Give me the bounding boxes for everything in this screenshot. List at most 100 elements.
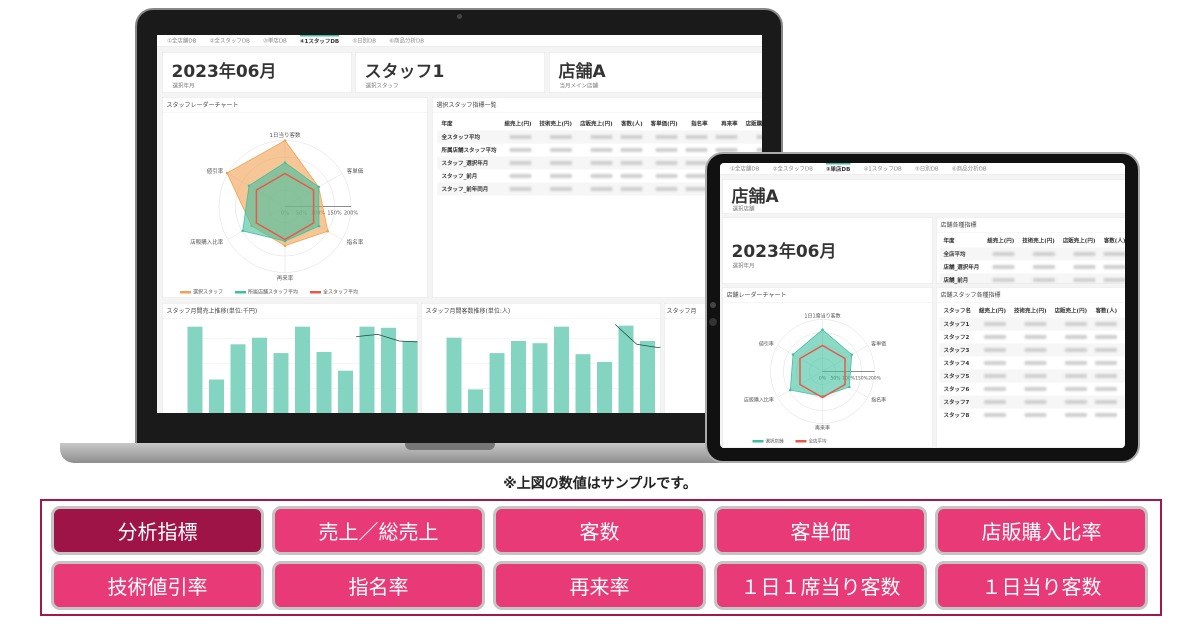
radar-axis-label: 1日1席当り客数: [804, 312, 840, 319]
tab-2[interactable]: ②全スタッフDB: [209, 37, 250, 44]
bar[interactable]: [338, 370, 353, 413]
blurred-value: [590, 134, 613, 139]
metric-button-3[interactable]: 客数: [493, 506, 706, 555]
bar[interactable]: [316, 352, 332, 413]
bar[interactable]: [618, 325, 634, 413]
radar-point: [789, 388, 792, 392]
tab-1[interactable]: ①全店舗DB: [167, 37, 197, 44]
blurred-value: [685, 186, 708, 191]
row-label: スタッフ_前年同月: [437, 182, 501, 196]
tab-4[interactable]: ④1スタッフDB: [863, 165, 902, 172]
legend-entry[interactable]: 選択店舗: [766, 438, 784, 445]
metric-button-7[interactable]: 指名率: [272, 561, 485, 610]
legend-swatch: [752, 440, 764, 443]
radar-point: [821, 328, 824, 331]
blurred-value: [1024, 373, 1047, 378]
legend-entry[interactable]: 全店平均: [809, 438, 827, 445]
legend-entry[interactable]: 全スタッフ平均: [323, 289, 358, 296]
radar-axis-label: 値引率: [759, 340, 774, 347]
tab-5[interactable]: ⑤日別DB: [352, 37, 377, 44]
metric-button-6[interactable]: 技術値引率: [51, 561, 264, 610]
metric-button-4[interactable]: 客単価: [714, 506, 927, 555]
bar[interactable]: [359, 326, 375, 413]
bar[interactable]: [187, 326, 203, 413]
blurred-value: [1073, 277, 1096, 282]
legend-entry[interactable]: 所属店舗スタッフ平均: [248, 289, 298, 296]
bar[interactable]: [640, 341, 655, 413]
metric-button-8[interactable]: 再来率: [493, 561, 706, 610]
blurred-value: [992, 251, 1015, 256]
metric-button-1[interactable]: 分析指標: [51, 506, 264, 555]
store-staff-panel: 店舗スタッフ各種指標 スタッフ名 総売上(円) 技術売上(円) 店販売上(円) 客数(人…: [936, 287, 1125, 448]
tab-4[interactable]: ④1スタッフDB: [299, 35, 340, 47]
panel-title: 選択スタッフ指標一覧: [432, 98, 762, 113]
metric-button-2[interactable]: 売上／総売上: [272, 506, 485, 555]
trend-line: [614, 324, 661, 348]
staff-radar-panel: スタッフレーダーチャート 1日当り客数客単価指名率再来率店販購入比率値引率0%5…: [162, 97, 428, 298]
metric-button-10[interactable]: １日当り客数: [935, 561, 1148, 610]
table-row: スタッフ5: [939, 369, 1125, 383]
store-metrics-table: 年度総売上(円)技術売上(円)店販売上(円)客数(人)客単価(円)全店平均店舗_…: [939, 234, 1125, 284]
table-row: スタッフ7: [939, 395, 1125, 409]
bar[interactable]: [554, 326, 569, 413]
bar[interactable]: [402, 341, 418, 413]
blurred-value: [1032, 251, 1055, 256]
bar[interactable]: [511, 341, 526, 413]
table-row: スタッフ2: [940, 331, 1126, 344]
blurred-value: [1095, 399, 1118, 404]
radar-axis-label: 1日当り客数: [270, 131, 301, 139]
blurred-value: [620, 134, 643, 139]
bar[interactable]: [230, 344, 246, 413]
tab-6[interactable]: ⑥商品分析DB: [389, 37, 424, 44]
bar[interactable]: [575, 354, 591, 413]
bar[interactable]: [489, 353, 505, 413]
blurred-value: [550, 186, 573, 191]
legend-entry[interactable]: 選択スタッフ: [193, 289, 223, 296]
blurred-value: [550, 134, 573, 139]
bar[interactable]: [446, 337, 462, 413]
main-store-label: 当月メイン店舗: [559, 82, 599, 90]
tablet-camera: [710, 302, 716, 308]
bar[interactable]: [532, 343, 548, 413]
column-header: 店販購入比率: [745, 120, 762, 128]
metric-button-5[interactable]: 店販購入比率: [935, 506, 1148, 555]
tab-5[interactable]: ⑤日別DB: [914, 165, 939, 172]
bar[interactable]: [209, 379, 224, 414]
blurred-value: [1024, 321, 1047, 326]
store-card: 店舗A 選択店舗: [722, 179, 1125, 214]
radar-chart: 1日当り客数客単価指名率再来率店販購入比率値引率0%50%100%150%200…: [180, 131, 364, 296]
metric-button-9[interactable]: １日１席当り客数: [714, 561, 927, 610]
bar[interactable]: [273, 353, 289, 413]
blurred-value: [1032, 277, 1055, 282]
bar[interactable]: [597, 361, 612, 413]
table-row: スタッフ1: [939, 317, 1125, 331]
bar[interactable]: [468, 389, 483, 413]
column-header: 技術売上(円): [1022, 237, 1055, 245]
bar[interactable]: [381, 327, 396, 413]
blurred-value: [620, 186, 643, 191]
blurred-value: [984, 373, 1007, 378]
tab-1[interactable]: ①全店舗DB: [730, 165, 760, 172]
dashboard-tabs: ①全店舗DB ②全スタッフDB ③単店DB ④1スタッフDB ⑤日別DB ⑥商品分析DB: [720, 163, 1125, 175]
tab-3[interactable]: ③単店DB: [825, 163, 851, 175]
selected-staff: スタッフ1: [364, 61, 445, 82]
row-label: スタッフ_選択年月: [437, 156, 501, 170]
sales-chart-panel: スタッフ月間売上推移(単位:千円): [162, 303, 443, 414]
row-label: スタッフ8: [943, 412, 970, 419]
radar-point: [326, 230, 330, 233]
panel-title: スタッフ月間売上推移(単位:千円): [162, 304, 418, 319]
radar-point: [225, 171, 229, 175]
bar[interactable]: [252, 337, 267, 413]
tab-2[interactable]: ②全スタッフDB: [772, 165, 813, 172]
row-label: スタッフ5: [939, 369, 975, 383]
tab-6[interactable]: ⑥商品分析DB: [951, 165, 987, 172]
column-header: 客単価(円): [1121, 304, 1125, 318]
tab-3[interactable]: ③単店DB: [262, 37, 287, 44]
table-row: 店舗_前月: [939, 273, 1125, 284]
blurred-value: [715, 147, 738, 152]
column-header: 客数(人): [1095, 307, 1118, 315]
staff-card: スタッフ1 選択スタッフ: [355, 52, 545, 93]
bar[interactable]: [295, 326, 310, 413]
column-header: 年度: [441, 120, 453, 128]
radar-point: [283, 139, 287, 142]
